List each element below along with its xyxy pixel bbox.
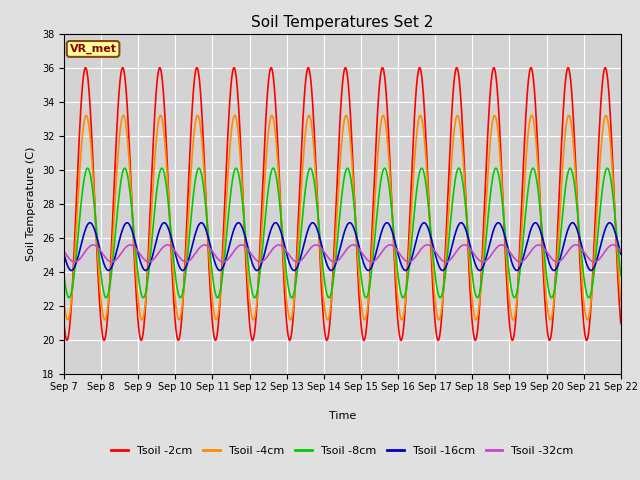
Tsoil -16cm (617, 251, 625, 257)
Tsoil -32cm (287, 255, 295, 261)
Tsoil -4cm (92, 221, 100, 227)
Tsoil -16cm (588, 267, 595, 273)
Tsoil -4cm (547, 317, 554, 323)
Line: Tsoil -16cm: Tsoil -16cm (64, 223, 621, 270)
Line: Tsoil -4cm: Tsoil -4cm (64, 115, 621, 320)
Tsoil -16cm (290, 267, 298, 273)
Tsoil -32cm (441, 259, 449, 264)
Tsoil -4cm (617, 298, 625, 303)
Tsoil -2cm (379, 65, 387, 71)
Line: Tsoil -8cm: Tsoil -8cm (64, 168, 621, 298)
Tsoil -8cm (441, 277, 449, 283)
Tsoil -32cm (294, 259, 301, 265)
Tsoil -2cm (287, 333, 295, 339)
X-axis label: Time: Time (329, 411, 356, 421)
Tsoil -4cm (179, 297, 187, 302)
Tsoil -4cm (440, 280, 448, 286)
Tsoil -8cm (288, 295, 296, 300)
Tsoil -4cm (268, 113, 276, 119)
Tsoil -16cm (268, 223, 276, 229)
Tsoil -8cm (60, 273, 68, 278)
Tsoil -4cm (287, 316, 295, 322)
Tsoil -2cm (617, 321, 625, 326)
Tsoil -2cm (397, 337, 405, 343)
Tsoil -8cm (92, 219, 100, 225)
Tsoil -8cm (291, 288, 298, 293)
Tsoil -32cm (290, 258, 298, 264)
Tsoil -16cm (569, 220, 577, 226)
Line: Tsoil -2cm: Tsoil -2cm (64, 68, 621, 340)
Tsoil -2cm (268, 68, 276, 73)
Tsoil -4cm (60, 298, 68, 303)
Title: Soil Temperatures Set 2: Soil Temperatures Set 2 (252, 15, 433, 30)
Tsoil -32cm (617, 249, 625, 254)
Tsoil -32cm (92, 243, 100, 249)
Tsoil -2cm (179, 300, 187, 305)
Tsoil -8cm (617, 273, 625, 278)
Tsoil -2cm (60, 321, 68, 326)
Tsoil -16cm (92, 231, 100, 237)
Tsoil -8cm (179, 289, 187, 295)
Tsoil -8cm (269, 166, 276, 171)
Tsoil -32cm (60, 249, 68, 254)
Tsoil -2cm (290, 303, 298, 309)
Tsoil -32cm (179, 258, 187, 264)
Tsoil -8cm (214, 295, 221, 300)
Tsoil -8cm (232, 165, 240, 171)
Tsoil -4cm (290, 299, 298, 305)
Tsoil -16cm (179, 267, 187, 273)
Tsoil -16cm (60, 251, 68, 257)
Tsoil -32cm (268, 247, 276, 252)
Tsoil -32cm (312, 242, 320, 248)
Tsoil -2cm (92, 226, 100, 231)
Legend: Tsoil -2cm, Tsoil -4cm, Tsoil -8cm, Tsoil -16cm, Tsoil -32cm: Tsoil -2cm, Tsoil -4cm, Tsoil -8cm, Tsoi… (107, 441, 578, 460)
Line: Tsoil -32cm: Tsoil -32cm (64, 245, 621, 262)
Tsoil -2cm (441, 263, 449, 268)
Tsoil -16cm (440, 267, 448, 273)
Text: VR_met: VR_met (70, 44, 116, 54)
Tsoil -16cm (287, 264, 295, 270)
Tsoil -4cm (565, 112, 573, 118)
Y-axis label: Soil Temperature (C): Soil Temperature (C) (26, 147, 36, 261)
